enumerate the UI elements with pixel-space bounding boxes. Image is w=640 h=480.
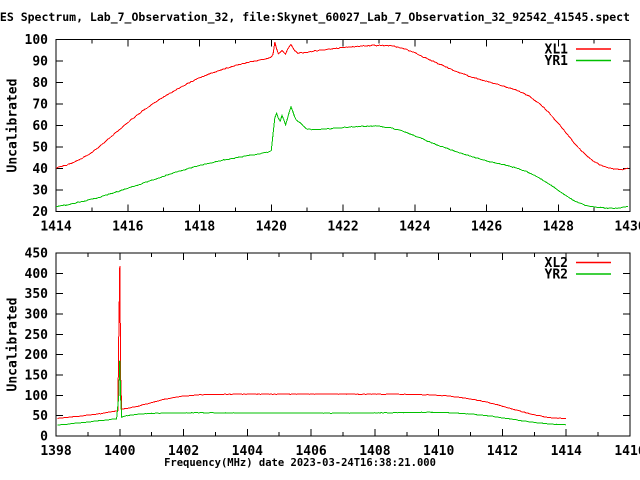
svg-text:1420: 1420 bbox=[256, 220, 287, 235]
svg-text:400: 400 bbox=[25, 267, 49, 282]
svg-text:1428: 1428 bbox=[543, 220, 574, 235]
plot0-tick-labels: 1414 1416 1418 1420 1422 1424 1426 1428 1430 20 30… bbox=[25, 33, 640, 235]
plot0-series-XL1 bbox=[55, 42, 629, 171]
plot0-axes bbox=[55, 39, 631, 212]
x-axis-label: Frequency(MHz) date 2023-03-24T16:38:21.… bbox=[164, 457, 436, 469]
svg-text:30: 30 bbox=[32, 184, 48, 199]
plot1-series-YR2 bbox=[57, 360, 567, 426]
svg-text:1422: 1422 bbox=[327, 220, 358, 235]
svg-text:40: 40 bbox=[32, 162, 48, 177]
svg-text:20: 20 bbox=[32, 205, 48, 220]
svg-text:1404: 1404 bbox=[232, 444, 263, 459]
plot1-axes bbox=[55, 252, 631, 437]
legend-label-XL1: XL1 bbox=[545, 43, 569, 58]
svg-text:1400: 1400 bbox=[104, 444, 135, 459]
svg-text:150: 150 bbox=[25, 369, 49, 384]
svg-text:1410: 1410 bbox=[423, 444, 454, 459]
svg-text:300: 300 bbox=[25, 308, 49, 323]
svg-text:1414: 1414 bbox=[40, 220, 71, 235]
plot1-tick-labels: 1398 1400 1402 1404 1406 1408 1410 1412 1414 1416… bbox=[25, 247, 640, 460]
svg-text:250: 250 bbox=[25, 328, 49, 343]
legend-label-YR2: YR2 bbox=[545, 268, 568, 283]
svg-text:1424: 1424 bbox=[399, 220, 430, 235]
svg-text:100: 100 bbox=[25, 389, 49, 404]
svg-text:50: 50 bbox=[32, 141, 48, 156]
legend-label-XL2: XL2 bbox=[545, 256, 568, 271]
svg-text:70: 70 bbox=[32, 98, 48, 113]
svg-text:200: 200 bbox=[25, 348, 49, 363]
svg-text:1416: 1416 bbox=[112, 220, 143, 235]
svg-text:450: 450 bbox=[25, 247, 49, 262]
svg-text:90: 90 bbox=[32, 55, 48, 70]
svg-text:350: 350 bbox=[25, 287, 49, 302]
svg-text:1430: 1430 bbox=[614, 220, 640, 235]
svg-text:1412: 1412 bbox=[487, 444, 518, 459]
legend-label-YR1: YR1 bbox=[545, 54, 569, 69]
svg-text:1418: 1418 bbox=[184, 220, 215, 235]
svg-text:1414: 1414 bbox=[551, 444, 582, 459]
svg-text:1416: 1416 bbox=[614, 444, 640, 459]
svg-text:1408: 1408 bbox=[359, 444, 390, 459]
svg-text:80: 80 bbox=[32, 76, 48, 91]
plot0-series-YR1 bbox=[55, 105, 629, 210]
svg-text:100: 100 bbox=[25, 33, 49, 48]
svg-text:60: 60 bbox=[32, 119, 48, 134]
plot1-series-XL2 bbox=[57, 266, 567, 420]
svg-text:1406: 1406 bbox=[295, 444, 326, 459]
plot-title: CES Spectrum, Lab_7_Observation_32, file… bbox=[0, 10, 630, 24]
svg-text:1402: 1402 bbox=[168, 444, 199, 459]
svg-text:50: 50 bbox=[32, 409, 48, 424]
svg-text:1398: 1398 bbox=[40, 444, 71, 459]
svg-text:0: 0 bbox=[40, 430, 48, 445]
svg-text:1426: 1426 bbox=[471, 220, 502, 235]
